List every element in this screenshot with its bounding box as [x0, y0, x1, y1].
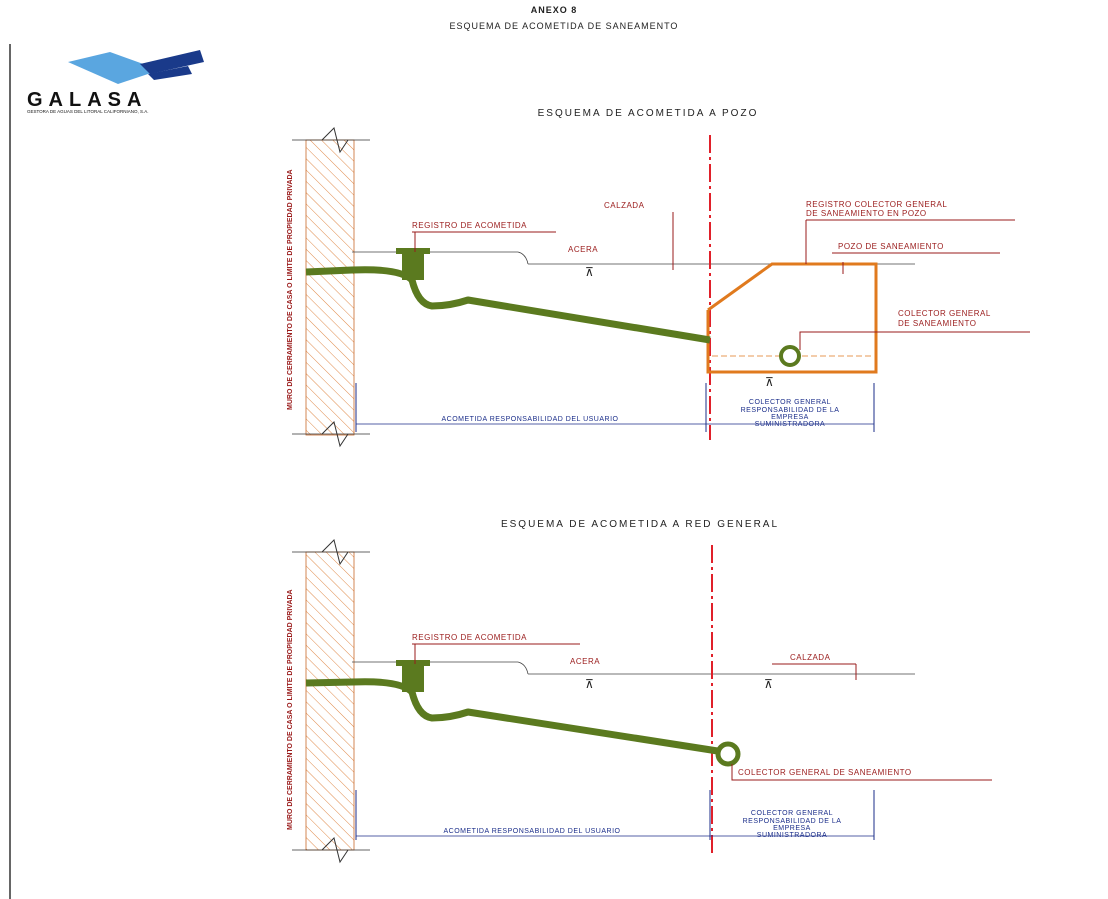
wall-label-top: MURO DE CERRAMIENTO DE CASA O LIMITE DE … — [287, 169, 294, 410]
logo-shape-dark-2 — [148, 66, 192, 80]
house-pipe-top — [305, 266, 711, 344]
resp-company-bottom-3: EMPRESA — [773, 825, 811, 832]
wall-label-bottom: MURO DE CERRAMIENTO DE CASA O LIMITE DE … — [287, 589, 294, 830]
label-colector-2: DE SANEAMIENTO — [898, 319, 976, 328]
resp-user-bottom: ACOMETIDA RESPONSABILIDAD DEL USUARIO — [444, 828, 621, 835]
resp-company-top-2: RESPONSABILIDAD DE LA — [741, 407, 840, 414]
label-colector-bottom: COLECTOR GENERAL DE SANEAMIENTO — [738, 768, 912, 777]
label-registro-colector-1: REGISTRO COLECTOR GENERAL — [806, 200, 947, 209]
label-acera-bottom: ACERA — [570, 657, 600, 666]
logo-shape-dark — [140, 50, 204, 74]
resp-company-top-4: SUMINISTRADORA — [755, 421, 825, 428]
wall-hatch-top — [305, 139, 355, 436]
label-acera-top: ACERA — [568, 245, 598, 254]
logo-name: GALASA — [27, 89, 147, 111]
label-colector-1: COLECTOR GENERAL — [898, 309, 991, 318]
house-pipe-bottom — [305, 678, 725, 756]
registro-lid-top — [396, 248, 430, 254]
break-mark-top-b — [321, 539, 349, 566]
registro-lid-bottom — [396, 660, 430, 666]
registro-box-top — [402, 252, 424, 280]
ground-symbol-3: ⊼ — [585, 677, 594, 691]
leader-colector — [799, 331, 1030, 350]
resp-company-bottom-2: RESPONSABILIDAD DE LA — [743, 818, 842, 825]
diagram-top-title: ESQUEMA DE ACOMETIDA A POZO — [538, 108, 759, 119]
break-mark-bottom — [321, 421, 349, 448]
diagram-bottom: ESQUEMA DE ACOMETIDA A RED GENERAL MURO … — [287, 519, 992, 864]
resp-company-bottom-1: COLECTOR GENERAL — [751, 810, 833, 817]
label-calzada-top: CALZADA — [604, 201, 645, 210]
resp-company-top-3: EMPRESA — [771, 414, 809, 421]
ground-symbol-4: ⊼ — [764, 677, 773, 691]
logo-tagline: GESTORA DE AGUAS DEL LITORAL CALIFORNIAN… — [27, 109, 149, 114]
collector-pipe-section-b — [715, 741, 741, 767]
resp-company-bottom-4: SUMINISTRADORA — [757, 832, 827, 839]
label-registro-top: REGISTRO DE ACOMETIDA — [412, 221, 527, 230]
annex-title: ANEXO 8 — [531, 5, 578, 15]
diagram-bottom-title: ESQUEMA DE ACOMETIDA A RED GENERAL — [501, 519, 779, 530]
galasa-logo: GALASA GESTORA DE AGUAS DEL LITORAL CALI… — [27, 50, 204, 114]
ground-symbol-2: ⊼ — [765, 375, 774, 389]
leader-colector-b — [731, 764, 992, 781]
break-mark-top — [321, 127, 349, 154]
diagram-top: ESQUEMA DE ACOMETIDA A POZO MURO DE CERR… — [287, 108, 1030, 448]
label-calzada-bottom: CALZADA — [790, 653, 831, 662]
label-pozo: POZO DE SANEAMIENTO — [838, 242, 944, 251]
logo-shape-light — [68, 52, 160, 84]
curb-b — [517, 661, 529, 675]
pit-outline — [706, 262, 878, 374]
label-registro-bottom: REGISTRO DE ACOMETIDA — [412, 633, 527, 642]
annex-subtitle: ESQUEMA DE ACOMETIDA DE SANEAMENTO — [450, 21, 679, 31]
break-mark-bottom-b — [321, 837, 349, 864]
resp-user-top: ACOMETIDA RESPONSABILIDAD DEL USUARIO — [442, 416, 619, 423]
wall-hatch-bottom — [305, 551, 355, 851]
ground-symbol-1: ⊼ — [585, 265, 594, 279]
registro-box-bottom — [402, 664, 424, 692]
resp-company-top-1: COLECTOR GENERAL — [749, 399, 831, 406]
label-registro-colector-2: DE SANEAMIENTO EN POZO — [806, 209, 927, 218]
collector-pipe-section — [779, 345, 801, 367]
curb — [517, 251, 529, 265]
